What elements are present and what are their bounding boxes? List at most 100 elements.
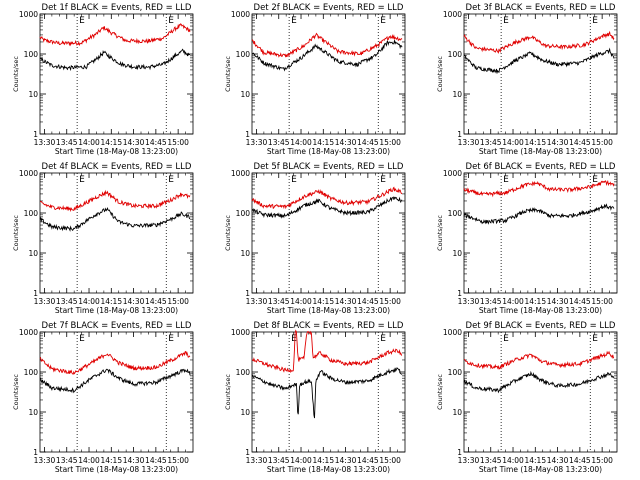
lld-series-line — [251, 32, 403, 58]
event-marker-label: E — [380, 16, 386, 26]
y-tick-label: 1000 — [19, 328, 38, 337]
x-tick-label: 14:00 — [502, 456, 524, 465]
x-tick-label: 13:30 — [246, 138, 268, 147]
y-tick-label: 1 — [245, 448, 250, 457]
x-tick-label: 13:45 — [480, 297, 502, 306]
x-tick-label: 15:00 — [379, 456, 401, 465]
x-tick-label: 14:15 — [312, 297, 334, 306]
plot-frame — [251, 172, 406, 294]
x-tick-label: 14:45 — [569, 456, 591, 465]
y-axis-label: Counts/sec — [224, 374, 232, 410]
lld-series-line — [39, 23, 191, 47]
y-tick-label: 100 — [448, 368, 463, 377]
y-axis-label: Counts/sec — [12, 374, 20, 410]
x-tick-label: 14:15 — [100, 297, 122, 306]
x-tick-label: 13:30 — [458, 297, 480, 306]
x-tick-label: 14:15 — [100, 138, 122, 147]
panel-title: Det 4f BLACK = Events, RED = LLD — [42, 162, 192, 172]
x-tick-label: 14:15 — [100, 456, 122, 465]
event-marker-label: E — [79, 175, 85, 185]
x-tick-label: 14:15 — [312, 138, 334, 147]
events-series-line — [39, 48, 191, 72]
x-tick-label: 14:00 — [502, 297, 524, 306]
x-tick-label: 15:00 — [591, 456, 613, 465]
events-series-line — [463, 370, 615, 394]
x-axis-label: Start Time (18-May-08 13:23:00) — [479, 465, 602, 474]
event-marker-label: E — [592, 16, 598, 26]
y-tick-label: 10 — [452, 249, 462, 258]
y-tick-label: 100 — [236, 50, 251, 59]
event-marker-label: E — [503, 16, 509, 26]
event-marker-label: E — [291, 16, 297, 26]
x-tick-label: 14:15 — [312, 456, 334, 465]
panel-title: Det 9f BLACK = Events, RED = LLD — [466, 321, 616, 331]
x-tick-label: 15:00 — [379, 297, 401, 306]
detector-panel-8: Det 8f BLACK = Events, RED = LLD 1 10 100 10… — [224, 321, 406, 474]
events-series-line — [463, 203, 615, 225]
events-series-line — [39, 368, 191, 394]
event-marker-label: E — [291, 334, 297, 344]
event-marker-label: E — [380, 175, 386, 185]
x-tick-label: 14:00 — [290, 456, 312, 465]
x-tick-label: 15:00 — [591, 138, 613, 147]
plot-frame — [463, 13, 618, 135]
x-tick-label: 13:45 — [56, 138, 78, 147]
events-series-line — [463, 47, 615, 75]
y-axis-label: Counts/sec — [436, 215, 444, 251]
x-tick-label: 13:45 — [268, 456, 290, 465]
x-axis-label: Start Time (18-May-08 13:23:00) — [55, 465, 178, 474]
x-tick-label: 15:00 — [167, 456, 189, 465]
y-axis-label: Counts/sec — [436, 374, 444, 410]
y-tick-label: 10 — [240, 90, 250, 99]
y-tick-label: 1000 — [443, 169, 462, 178]
panel-title: Det 7f BLACK = Events, RED = LLD — [42, 321, 192, 331]
x-tick-label: 14:45 — [569, 297, 591, 306]
y-tick-label: 1000 — [231, 328, 250, 337]
detector-panel-9: Det 9f BLACK = Events, RED = LLD 1 10 100 10… — [436, 321, 618, 474]
y-tick-label: 10 — [28, 249, 38, 258]
x-tick-label: 13:30 — [458, 456, 480, 465]
panel-title: Det 1f BLACK = Events, RED = LLD — [42, 3, 192, 13]
event-marker-label: E — [592, 175, 598, 185]
panel-title: Det 6f BLACK = Events, RED = LLD — [466, 162, 616, 172]
x-tick-label: 14:45 — [145, 138, 167, 147]
y-tick-label: 10 — [28, 90, 38, 99]
event-marker-label: E — [592, 334, 598, 344]
y-tick-label: 100 — [236, 209, 251, 218]
panel-title: Det 8f BLACK = Events, RED = LLD — [254, 321, 404, 331]
x-axis-label: Start Time (18-May-08 13:23:00) — [267, 465, 390, 474]
x-tick-label: 14:30 — [335, 297, 357, 306]
detector-panel-1: Det 1f BLACK = Events, RED = LLD 1 10 100 10… — [12, 3, 194, 156]
events-series-line — [251, 366, 403, 419]
x-tick-label: 14:30 — [547, 456, 569, 465]
x-tick-label: 14:30 — [335, 138, 357, 147]
lld-series-line — [251, 329, 403, 374]
plot-frame — [39, 172, 194, 294]
x-tick-label: 13:30 — [34, 138, 56, 147]
x-tick-label: 13:45 — [480, 138, 502, 147]
x-tick-label: 14:15 — [524, 138, 546, 147]
x-tick-label: 14:00 — [78, 297, 100, 306]
y-tick-label: 10 — [452, 408, 462, 417]
lld-series-line — [251, 186, 403, 210]
y-tick-label: 1000 — [231, 169, 250, 178]
x-axis-label: Start Time (18-May-08 13:23:00) — [267, 306, 390, 315]
events-series-line — [39, 206, 191, 232]
x-tick-label: 15:00 — [167, 297, 189, 306]
x-tick-label: 13:45 — [56, 456, 78, 465]
x-tick-label: 14:45 — [145, 456, 167, 465]
plot-frame — [463, 172, 618, 294]
y-tick-label: 1000 — [19, 10, 38, 19]
events-series-line — [251, 40, 403, 72]
detector-panel-4: Det 4f BLACK = Events, RED = LLD 1 10 100 10… — [12, 162, 194, 315]
x-tick-label: 15:00 — [591, 297, 613, 306]
x-tick-label: 14:00 — [290, 297, 312, 306]
plot-frame — [39, 13, 194, 135]
plot-frame — [39, 331, 194, 453]
y-tick-label: 10 — [28, 408, 38, 417]
x-tick-label: 13:30 — [458, 138, 480, 147]
x-tick-label: 14:30 — [123, 138, 145, 147]
y-tick-label: 1 — [457, 130, 462, 139]
x-tick-label: 13:30 — [246, 297, 268, 306]
